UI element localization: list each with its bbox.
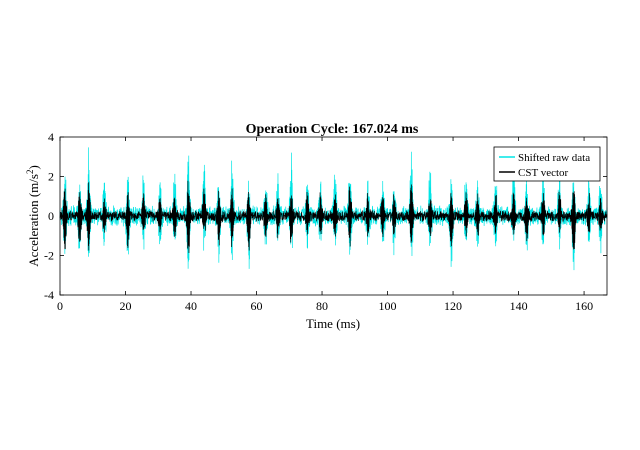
y-tick-label: 4 [48, 130, 54, 144]
x-tick-label: 0 [57, 299, 63, 313]
x-tick-label: 40 [185, 299, 197, 313]
x-tick-label: 100 [379, 299, 397, 313]
chart-title: Operation Cycle: 167.024 ms [246, 122, 419, 137]
x-axis-label: Time (ms) [306, 316, 360, 331]
y-tick-label: -2 [44, 249, 54, 263]
x-axis: 0 20 40 60 80 100 120 140 160 [57, 137, 593, 313]
y-axis-label-main: Acceleration (m/s [26, 174, 41, 267]
y-axis-label: Acceleration (m/s2) [25, 165, 41, 267]
y-axis: -4 -2 0 2 4 [44, 130, 607, 302]
legend: Shifted raw data CST vector [493, 146, 601, 182]
legend-label-shifted-raw-data: Shifted raw data [518, 152, 590, 164]
x-tick-label: 160 [575, 299, 593, 313]
series-layer [59, 147, 608, 271]
y-axis-label-superscript: 2 [25, 170, 35, 175]
x-tick-label: 120 [444, 299, 462, 313]
y-tick-label: 2 [48, 170, 54, 184]
y-axis-label-close: ) [26, 165, 41, 169]
x-tick-label: 60 [251, 299, 263, 313]
x-tick-label: 140 [510, 299, 528, 313]
y-tick-label: -4 [44, 288, 54, 302]
legend-box [493, 146, 601, 182]
series-line-1 [59, 180, 608, 254]
legend-label-cst-vector: CST vector [518, 167, 569, 179]
x-tick-label: 20 [120, 299, 132, 313]
y-tick-label: 0 [48, 209, 54, 223]
x-tick-label: 80 [316, 299, 328, 313]
